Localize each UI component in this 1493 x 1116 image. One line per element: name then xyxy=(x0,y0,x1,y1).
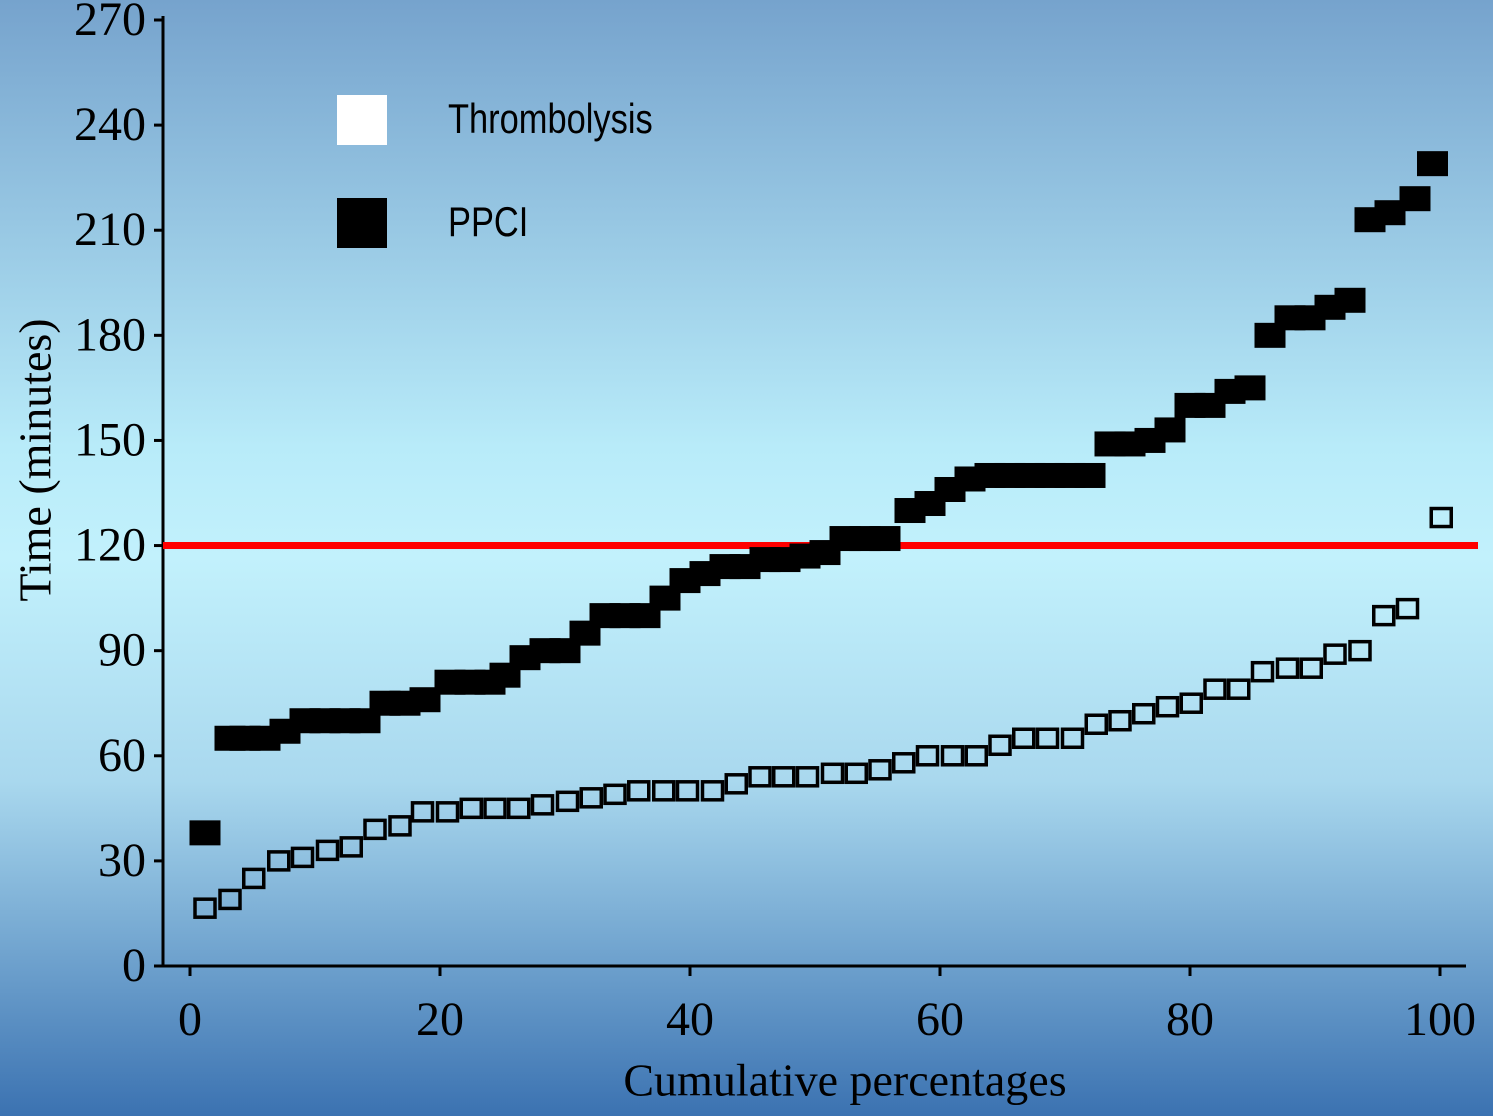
open-marker xyxy=(555,790,580,813)
y-tick-label: 270 xyxy=(74,0,146,46)
open-marker xyxy=(1108,709,1132,732)
y-tick-label: 90 xyxy=(98,624,146,677)
open-marker xyxy=(700,780,725,802)
open-marker xyxy=(530,794,555,816)
open-marker xyxy=(267,850,291,872)
open-marker xyxy=(1084,713,1108,735)
open-marker xyxy=(507,797,531,820)
open-marker xyxy=(603,783,627,806)
x-tick-label: 100 xyxy=(1404,993,1476,1046)
y-tick-label: 0 xyxy=(122,939,146,992)
filled-marker xyxy=(1074,462,1106,488)
x-tick-label: 60 xyxy=(916,993,964,1046)
open-marker xyxy=(772,766,796,788)
filled-marker xyxy=(1154,417,1186,443)
open-marker xyxy=(435,801,460,823)
open-marker xyxy=(795,766,820,788)
open-marker xyxy=(363,818,387,841)
y-tick-label: 180 xyxy=(74,308,146,361)
filled-marker xyxy=(189,820,221,846)
open-marker xyxy=(1429,506,1453,529)
open-marker xyxy=(410,801,435,823)
open-marker xyxy=(1035,727,1060,750)
open-marker xyxy=(388,815,412,837)
open-marker xyxy=(1250,660,1275,683)
open-marker xyxy=(339,836,363,858)
x-tick-label: 40 xyxy=(666,993,714,1046)
open-marker xyxy=(915,745,940,767)
open-marker xyxy=(1012,727,1036,750)
open-marker xyxy=(844,762,868,785)
open-marker xyxy=(748,766,772,788)
open-marker xyxy=(218,888,242,911)
open-marker xyxy=(193,897,217,919)
open-marker xyxy=(1275,657,1300,679)
open-marker xyxy=(1395,597,1420,620)
open-marker xyxy=(1299,657,1323,679)
open-marker xyxy=(1372,604,1396,627)
open-marker xyxy=(627,780,651,802)
open-marker xyxy=(1348,639,1372,662)
legend-swatch xyxy=(337,95,387,145)
open-marker xyxy=(820,762,845,785)
open-marker xyxy=(1227,678,1251,700)
filled-marker xyxy=(1334,287,1366,313)
y-tick-label: 150 xyxy=(74,413,146,466)
x-tick-label: 80 xyxy=(1166,993,1214,1046)
x-tick-label: 20 xyxy=(416,993,464,1046)
open-marker xyxy=(1060,727,1085,750)
open-marker xyxy=(988,734,1012,757)
x-tick-label: 0 xyxy=(178,993,202,1046)
open-marker xyxy=(940,745,965,767)
legend-label: PPCI xyxy=(448,199,528,246)
legend-label: Thrombolysis xyxy=(448,96,653,143)
filled-marker xyxy=(1399,186,1431,212)
open-marker xyxy=(242,867,266,890)
y-tick-label: 30 xyxy=(98,834,146,887)
open-marker xyxy=(675,780,700,802)
open-marker xyxy=(1323,643,1347,665)
open-marker xyxy=(724,773,748,795)
open-marker xyxy=(315,839,340,862)
open-marker xyxy=(290,846,315,869)
open-marker xyxy=(892,752,916,774)
filled-marker xyxy=(869,526,901,552)
open-marker xyxy=(1179,692,1203,714)
open-marker xyxy=(964,745,988,767)
open-marker xyxy=(1155,695,1180,718)
y-tick-label: 240 xyxy=(74,98,146,151)
filled-marker xyxy=(1234,375,1266,401)
y-tick-label: 60 xyxy=(98,729,146,782)
filled-marker xyxy=(649,585,681,611)
open-marker xyxy=(459,797,483,820)
open-marker xyxy=(1132,702,1156,725)
y-tick-label: 120 xyxy=(74,519,146,572)
open-marker xyxy=(483,797,507,820)
y-tick-label: 210 xyxy=(74,203,146,256)
open-marker xyxy=(1203,678,1227,700)
open-marker xyxy=(652,780,676,802)
y-axis-title: Time (minutes) xyxy=(10,318,61,601)
open-marker xyxy=(579,787,603,809)
filled-marker xyxy=(1417,151,1448,177)
legend-swatch xyxy=(337,198,387,248)
x-axis-title: Cumulative percentages xyxy=(623,1055,1066,1106)
open-marker xyxy=(868,759,892,781)
